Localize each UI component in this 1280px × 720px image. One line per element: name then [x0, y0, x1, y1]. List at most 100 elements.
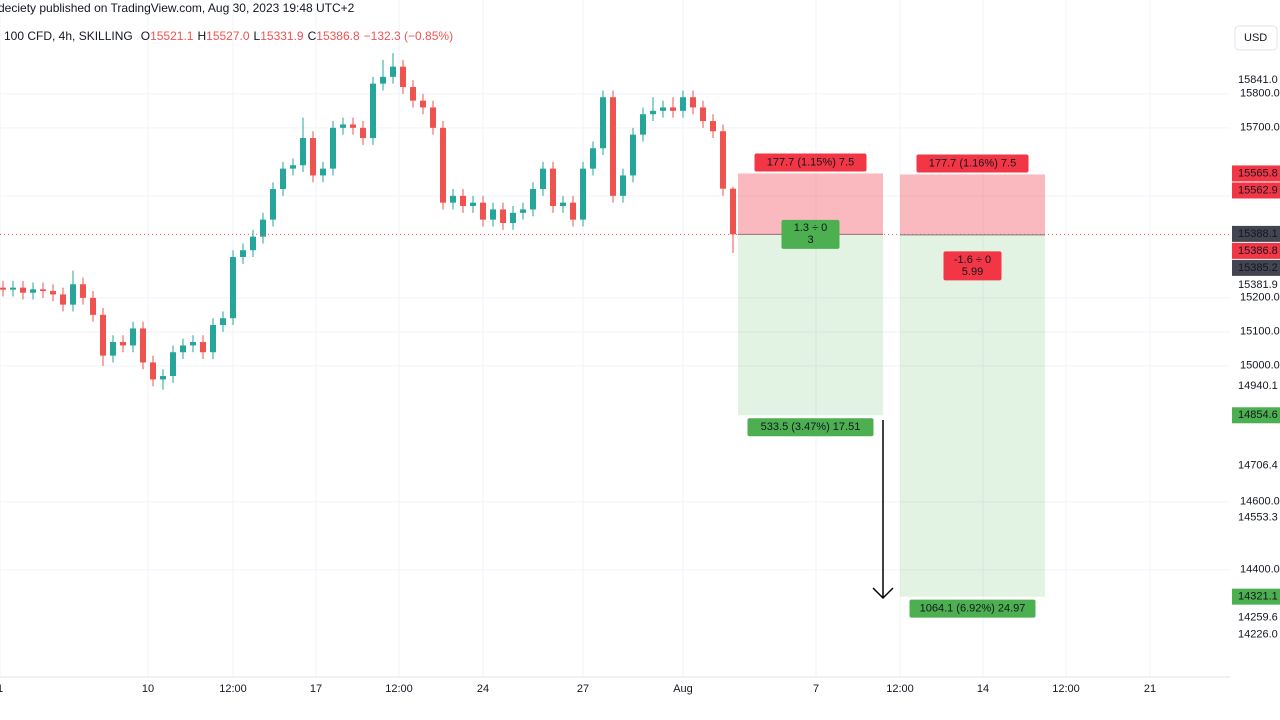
candle-body — [690, 97, 696, 108]
candle-body — [100, 314, 106, 356]
change: −132.3 (−0.85%) — [364, 29, 453, 43]
symbol: 100 CFD, 4h, SKILLING — [4, 29, 133, 43]
x-tick-label: 12:00 — [219, 683, 247, 695]
currency: USD — [1244, 32, 1267, 44]
position-top-label-box — [916, 154, 1029, 173]
candle-body — [550, 168, 556, 207]
candle-body — [600, 97, 606, 149]
position-mid-label-box — [781, 219, 840, 249]
ohlc-value: 15527.0 — [206, 29, 250, 43]
currency-box[interactable] — [1234, 25, 1278, 51]
x-tick-label: 12:00 — [886, 683, 914, 695]
ohlc-key: C — [308, 29, 317, 43]
stop-zone — [900, 174, 1045, 235]
candle-body — [150, 362, 156, 380]
y-tick-label: 14600.0 — [1240, 496, 1280, 508]
position-mid-label: -1.6 ÷ 0 — [954, 254, 991, 266]
candle-body — [170, 352, 176, 377]
y-tick-label: 15100.0 — [1240, 326, 1280, 338]
candle-body — [340, 124, 346, 128]
y-tick-label: 15800.0 — [1240, 88, 1280, 100]
y-tick-label: 15700.0 — [1240, 122, 1280, 134]
price-tag: 15386.8 — [1238, 245, 1278, 257]
candle-body — [440, 127, 446, 203]
price-tag-box — [1232, 407, 1280, 424]
candle-body — [50, 291, 56, 295]
price-tag-box — [1232, 225, 1280, 242]
candle-body — [430, 107, 436, 128]
candle-body — [710, 121, 716, 132]
price-tag-box — [1232, 165, 1280, 182]
candle-body — [80, 284, 86, 298]
candle-body — [560, 202, 566, 207]
x-tick-label: 10 — [142, 683, 154, 695]
candle-body — [510, 212, 516, 224]
x-tick-label: 12:00 — [385, 683, 413, 695]
candle-body — [10, 287, 16, 290]
candle-body — [540, 168, 546, 190]
position-mid-label: 5.99 — [962, 266, 983, 278]
candle-body — [160, 376, 166, 380]
x-tick-label: 14 — [977, 683, 989, 695]
price-tag: 14940.1 — [1238, 380, 1278, 392]
x-tick-label: 24 — [477, 683, 489, 695]
price-tag: 14321.1 — [1238, 591, 1278, 603]
candle-body — [640, 114, 646, 135]
position-top-label-box — [754, 153, 867, 172]
ohlc-value: 15331.9 — [260, 29, 304, 43]
candle-body — [280, 168, 286, 190]
candle-body — [530, 189, 536, 210]
candle-body — [190, 342, 196, 346]
x-tick-label: 27 — [577, 683, 589, 695]
ohlc-value: 15521.1 — [150, 29, 194, 43]
candle-body — [320, 168, 326, 176]
candle-body — [360, 127, 366, 139]
position-bottom-label-box — [909, 599, 1036, 618]
x-tick-label: Aug — [673, 683, 693, 695]
x-tick-label: 1 — [0, 683, 3, 695]
candle-body — [120, 342, 126, 346]
candle-body — [620, 175, 626, 196]
candle-body — [290, 165, 296, 169]
price-tag: 14226.0 — [1238, 628, 1278, 640]
header-title: deciety published on TradingView.com, Au… — [0, 1, 355, 15]
candle-body — [30, 289, 36, 293]
candle-body — [40, 289, 46, 292]
candle-body — [250, 236, 256, 251]
candle-body — [400, 66, 406, 88]
candle-body — [410, 87, 416, 101]
ohlc-key: L — [254, 29, 261, 43]
candle-body — [220, 318, 226, 326]
position-bottom-label-box — [747, 418, 874, 437]
x-tick-label: 17 — [310, 683, 322, 695]
candle-body — [480, 202, 486, 220]
candle-body — [730, 188, 736, 235]
candle-body — [70, 284, 76, 305]
candle-body — [370, 83, 376, 139]
target-zone — [900, 234, 1045, 597]
price-tag: 15388.1 — [1238, 228, 1278, 240]
candle-body — [500, 209, 506, 224]
y-tick-label: 14400.0 — [1240, 564, 1280, 576]
target-zone — [738, 234, 883, 416]
price-tag-box — [1232, 588, 1280, 605]
candle-body — [390, 66, 396, 77]
price-tag: 15381.9 — [1238, 279, 1278, 291]
candle-body — [180, 345, 186, 353]
candle-body — [420, 100, 426, 108]
candle-body — [350, 124, 356, 128]
candle-body — [380, 76, 386, 84]
candle-body — [460, 195, 466, 207]
price-tag: 15841.0 — [1238, 74, 1278, 86]
price-tag-box — [1232, 242, 1280, 259]
position-mid-label: 1.3 ÷ 0 — [794, 222, 828, 234]
candle-body — [230, 257, 236, 319]
candle-body — [240, 250, 246, 258]
price-tag-box — [1232, 259, 1280, 276]
candle-body — [580, 168, 586, 220]
candle-body — [210, 325, 216, 353]
candle-body — [20, 287, 26, 293]
